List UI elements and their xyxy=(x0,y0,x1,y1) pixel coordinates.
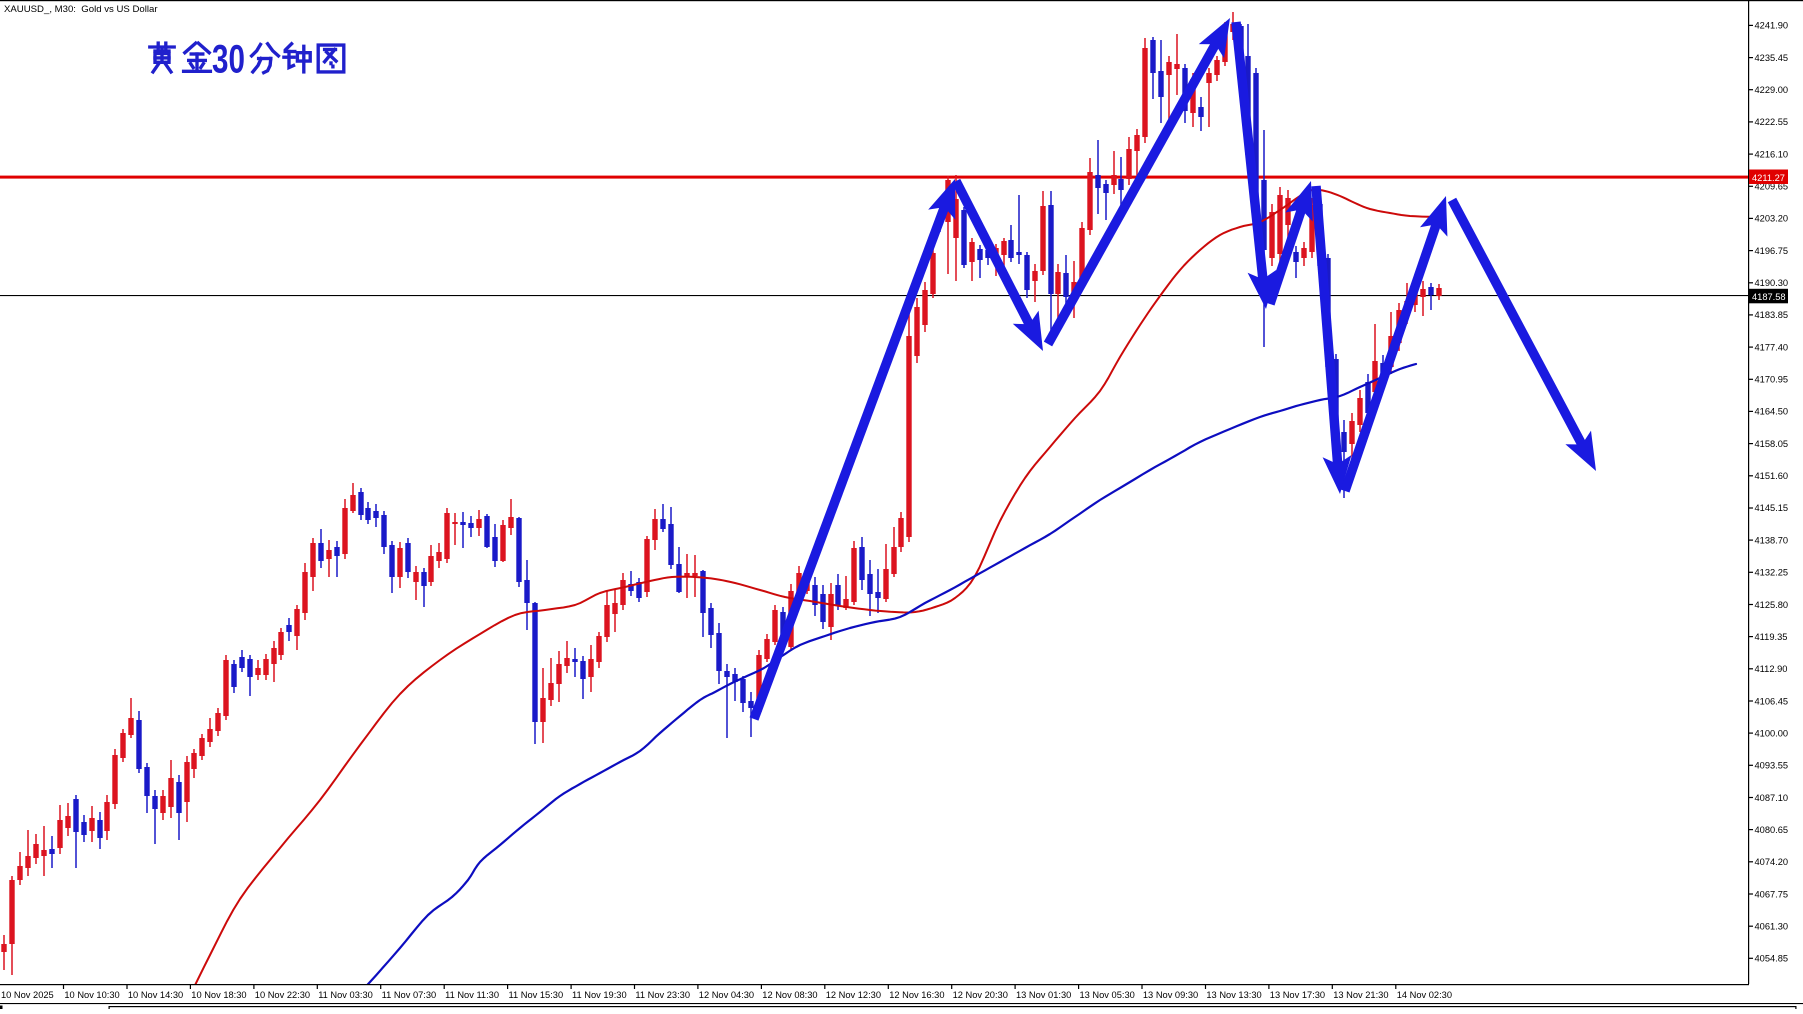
svg-text:4080.65: 4080.65 xyxy=(1755,825,1789,835)
svg-text:4067.75: 4067.75 xyxy=(1755,889,1789,899)
svg-text:4132.25: 4132.25 xyxy=(1755,568,1789,578)
svg-text:4138.70: 4138.70 xyxy=(1755,535,1789,545)
svg-text:4229.00: 4229.00 xyxy=(1755,85,1789,95)
svg-text:4112.90: 4112.90 xyxy=(1755,664,1788,674)
svg-text:13 Nov 01:30: 13 Nov 01:30 xyxy=(1016,990,1071,1000)
svg-text:10 Nov 10:30: 10 Nov 10:30 xyxy=(64,990,119,1000)
svg-text:13 Nov 05:30: 13 Nov 05:30 xyxy=(1080,990,1135,1000)
svg-text:4158.05: 4158.05 xyxy=(1755,439,1789,449)
svg-text:11 Nov 07:30: 11 Nov 07:30 xyxy=(382,990,437,1000)
svg-text:4106.45: 4106.45 xyxy=(1755,696,1789,706)
svg-text:4100.00: 4100.00 xyxy=(1755,728,1789,738)
svg-text:4196.75: 4196.75 xyxy=(1755,246,1789,256)
svg-text:4119.35: 4119.35 xyxy=(1755,632,1788,642)
svg-text:10 Nov 14:30: 10 Nov 14:30 xyxy=(128,990,183,1000)
svg-text:4190.30: 4190.30 xyxy=(1755,278,1789,288)
svg-text:4183.85: 4183.85 xyxy=(1755,310,1789,320)
svg-text:4203.20: 4203.20 xyxy=(1755,214,1789,224)
svg-text:11 Nov 15:30: 11 Nov 15:30 xyxy=(509,990,564,1000)
svg-text:4054.85: 4054.85 xyxy=(1755,954,1789,964)
svg-text:4164.50: 4164.50 xyxy=(1755,407,1789,417)
svg-text:10 Nov 2025: 10 Nov 2025 xyxy=(1,990,54,1000)
svg-text:4211.27: 4211.27 xyxy=(1752,173,1785,183)
svg-text:XAUUSD_, M30: Gold vs US Doll: XAUUSD_, M30: Gold vs US Dollar xyxy=(4,4,158,15)
svg-text:14 Nov 02:30: 14 Nov 02:30 xyxy=(1397,990,1452,1000)
svg-text:4074.20: 4074.20 xyxy=(1755,857,1789,867)
svg-text:11 Nov 11:30: 11 Nov 11:30 xyxy=(445,990,499,1000)
svg-text:4151.60: 4151.60 xyxy=(1755,471,1789,481)
svg-text:13 Nov 13:30: 13 Nov 13:30 xyxy=(1206,990,1261,1000)
svg-text:4187.58: 4187.58 xyxy=(1752,292,1786,302)
svg-text:12 Nov 04:30: 12 Nov 04:30 xyxy=(699,990,754,1000)
svg-text:10 Nov 18:30: 10 Nov 18:30 xyxy=(191,990,246,1000)
svg-text:12 Nov 08:30: 12 Nov 08:30 xyxy=(762,990,817,1000)
svg-text:4170.95: 4170.95 xyxy=(1755,375,1789,385)
svg-text:4177.40: 4177.40 xyxy=(1755,342,1789,352)
svg-text:4125.80: 4125.80 xyxy=(1755,600,1789,610)
svg-text:11 Nov 19:30: 11 Nov 19:30 xyxy=(572,990,627,1000)
svg-text:4216.10: 4216.10 xyxy=(1755,149,1789,159)
svg-text:4235.45: 4235.45 xyxy=(1755,53,1789,63)
svg-text:4209.65: 4209.65 xyxy=(1755,182,1789,192)
svg-text:4061.30: 4061.30 xyxy=(1755,922,1789,932)
svg-text:4093.55: 4093.55 xyxy=(1755,761,1789,771)
svg-text:12 Nov 12:30: 12 Nov 12:30 xyxy=(826,990,881,1000)
svg-text:13 Nov 21:30: 13 Nov 21:30 xyxy=(1333,990,1388,1000)
svg-text:13 Nov 09:30: 13 Nov 09:30 xyxy=(1143,990,1198,1000)
svg-text:13 Nov 17:30: 13 Nov 17:30 xyxy=(1270,990,1325,1000)
svg-text:12 Nov 20:30: 12 Nov 20:30 xyxy=(953,990,1008,1000)
svg-text:4241.90: 4241.90 xyxy=(1755,21,1789,31)
svg-text:11 Nov 03:30: 11 Nov 03:30 xyxy=(318,990,373,1000)
svg-text:4145.15: 4145.15 xyxy=(1755,503,1789,513)
svg-text:4087.10: 4087.10 xyxy=(1755,793,1789,803)
svg-text:12 Nov 16:30: 12 Nov 16:30 xyxy=(889,990,944,1000)
svg-text:30: 30 xyxy=(212,37,245,81)
svg-text:10 Nov 22:30: 10 Nov 22:30 xyxy=(255,990,310,1000)
svg-text:11 Nov 23:30: 11 Nov 23:30 xyxy=(635,990,690,1000)
svg-text:4222.55: 4222.55 xyxy=(1755,117,1789,127)
